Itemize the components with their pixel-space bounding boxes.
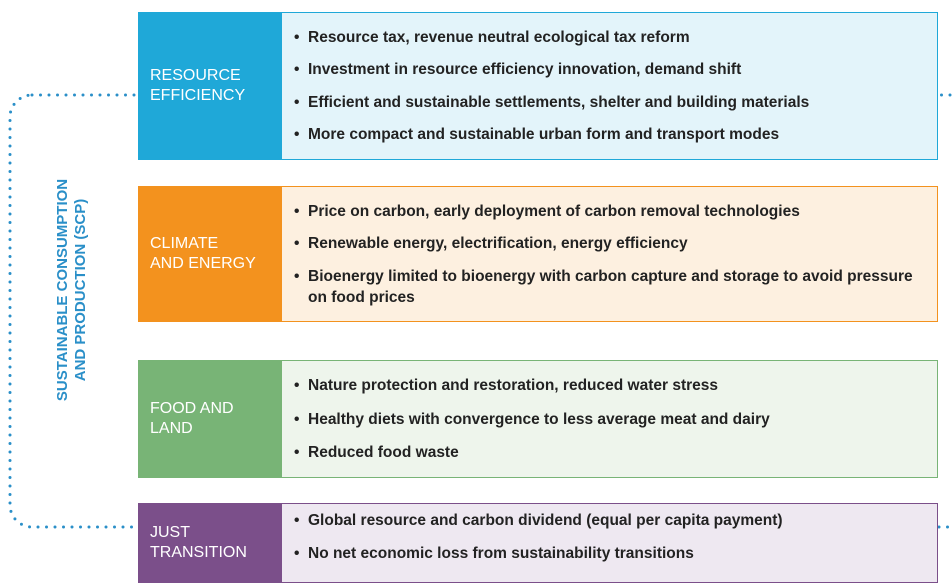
bullet: Efficient and sustainable settlements, s… — [290, 92, 925, 113]
bullet-list: Resource tax, revenue neutral ecological… — [282, 12, 938, 160]
bullet: No net economic loss from sustainability… — [290, 543, 925, 564]
section-title-line: RESOURCE — [150, 67, 241, 84]
side-label-line: AND PRODUCTION (SCP) — [72, 198, 89, 382]
section-title: RESOURCE EFFICIENCY — [138, 12, 282, 160]
bullet-list: Price on carbon, early deployment of car… — [282, 186, 938, 322]
bullet-list: Nature protection and restoration, reduc… — [282, 360, 938, 478]
bullet: Renewable energy, electrification, energ… — [290, 233, 925, 254]
section: JUST TRANSITION Global resource and carbon… — [138, 503, 938, 583]
section-title-line: AND ENERGY — [150, 255, 256, 272]
bullet: Resource tax, revenue neutral ecological… — [290, 27, 925, 48]
section: RESOURCE EFFICIENCY Resource tax, revenue … — [138, 12, 938, 160]
section-title: CLIMATE AND ENERGY — [138, 186, 282, 322]
side-label: SUSTAINABLE CONSUMPTION AND PRODUCTION (… — [54, 179, 90, 401]
section-title-line: JUST — [150, 524, 190, 541]
section-title-line: EFFICIENCY — [150, 87, 246, 104]
side-label-line: SUSTAINABLE CONSUMPTION — [54, 178, 71, 402]
section-title-line: LAND — [150, 420, 193, 437]
bullet: Investment in resource efficiency innova… — [290, 59, 925, 80]
section-title: JUST TRANSITION — [138, 503, 282, 583]
bullet-list: Global resource and carbon dividend (equ… — [282, 503, 938, 583]
section-title-line: FOOD AND — [150, 400, 234, 417]
bullet: Healthy diets with convergence to less a… — [290, 409, 925, 430]
bullet: Reduced food waste — [290, 442, 925, 463]
section: FOOD AND LAND Nature protection and restor… — [138, 360, 938, 478]
bullet: Price on carbon, early deployment of car… — [290, 201, 925, 222]
section-title: FOOD AND LAND — [138, 360, 282, 478]
section-title-line: TRANSITION — [150, 544, 247, 561]
bullet: Bioenergy limited to bioenergy with carb… — [290, 266, 925, 308]
section-title-line: CLIMATE — [150, 235, 219, 252]
bullet: Nature protection and restoration, reduc… — [290, 375, 925, 396]
bullet: More compact and sustainable urban form … — [290, 124, 925, 145]
bullet: Global resource and carbon dividend (equ… — [290, 510, 925, 531]
section: CLIMATE AND ENERGY Price on carbon, early … — [138, 186, 938, 322]
